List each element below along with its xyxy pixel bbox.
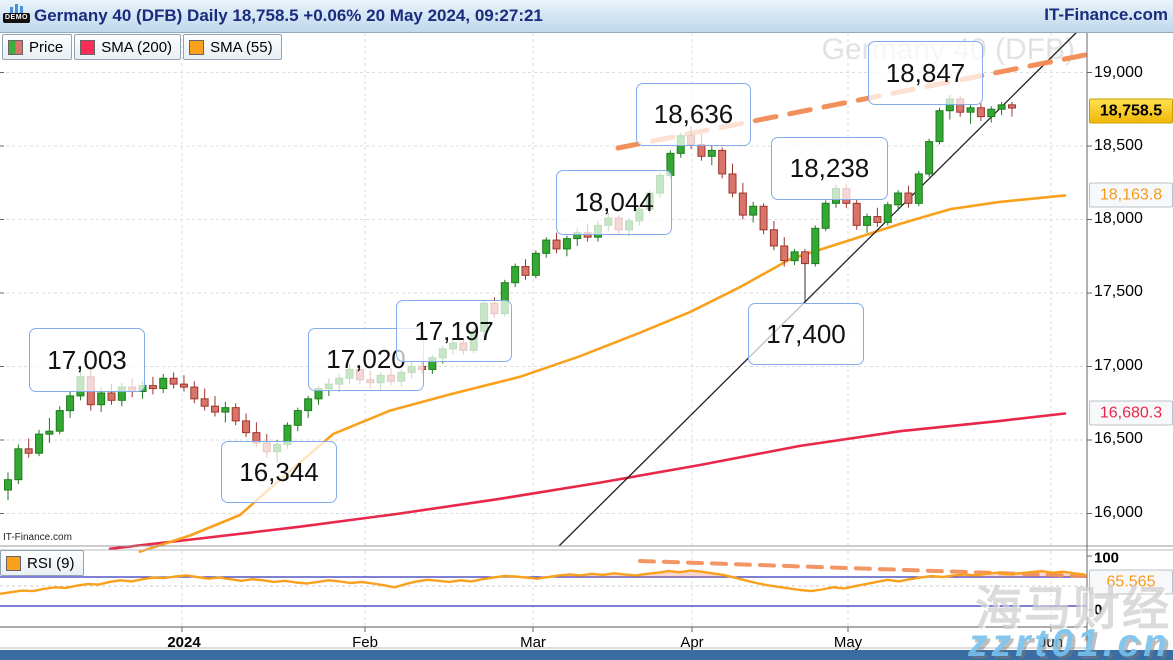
price-annotation[interactable]: 18,847: [868, 41, 983, 105]
indicator-value-tag: 16,680.3: [1089, 400, 1173, 426]
price-annotation[interactable]: 17,400: [748, 303, 864, 365]
bottom-bar: [0, 650, 1173, 660]
x-axis-label-2024: 2024: [167, 634, 201, 651]
last-price-tag: 18,758.5: [1089, 98, 1173, 124]
price-swatch-icon: [8, 39, 23, 55]
x-axis-label-feb: Feb: [352, 634, 378, 651]
rsi-axis-top-label: 100: [1094, 549, 1120, 567]
sma200-swatch-icon: [80, 39, 96, 55]
x-axis-label-apr: Apr: [680, 634, 704, 651]
price-annotation[interactable]: 17,003: [29, 328, 145, 392]
title-bar: DEMO Germany 40 (DFB) Daily 18,758.5 +0.…: [0, 0, 1173, 33]
y-axis-label: 19,000: [1094, 64, 1143, 81]
y-axis-label: 17,500: [1094, 283, 1143, 300]
indicator-value-tag: 65.565: [1089, 569, 1173, 595]
source-label: IT-Finance.com: [3, 532, 72, 543]
y-axis-label: 18,000: [1094, 210, 1143, 227]
sma55-swatch-icon: [189, 39, 205, 55]
price-annotation[interactable]: 17,197: [396, 300, 512, 362]
x-axis-label-mar: Mar: [520, 634, 546, 651]
price-annotation[interactable]: 16,344: [221, 441, 337, 503]
x-axis-label-jun: Jun: [1038, 634, 1064, 651]
legend-sma55-label: SMA (55): [210, 38, 273, 56]
legend-rsi-button[interactable]: RSI (9): [0, 550, 84, 576]
rsi-legend: RSI (9): [0, 550, 84, 576]
legend-rsi-label: RSI (9): [27, 554, 75, 572]
site-watermark: zzrt01.cn: [968, 622, 1171, 660]
y-axis-label: 16,000: [1094, 504, 1143, 521]
price-legend: Price SMA (200) SMA (55): [2, 34, 282, 60]
price-annotation[interactable]: 18,238: [771, 137, 888, 200]
y-axis-label: 16,500: [1094, 430, 1143, 447]
rsi-swatch-icon: [6, 555, 21, 571]
chart-title: Germany 40 (DFB) Daily 18,758.5 +0.06% 2…: [34, 6, 543, 25]
legend-sma200-button[interactable]: SMA (200): [74, 34, 182, 60]
legend-price-label: Price: [29, 38, 64, 56]
y-axis-label: 17,000: [1094, 357, 1143, 374]
rsi-axis-bottom-label: 0: [1094, 601, 1103, 619]
mini-candles-icon: [10, 4, 23, 13]
x-axis-label-may: May: [833, 634, 863, 651]
legend-price-button[interactable]: Price: [2, 34, 73, 60]
cn-watermark: 海马财经: [975, 582, 1171, 635]
legend-sma200-label: SMA (200): [101, 38, 173, 56]
legend-sma55-button[interactable]: SMA (55): [183, 34, 282, 60]
demo-badge: DEMO: [3, 4, 30, 29]
brand-link[interactable]: IT-Finance.com: [1044, 5, 1168, 24]
price-annotation[interactable]: 18,636: [636, 83, 751, 146]
demo-label: DEMO: [3, 13, 30, 23]
price-annotation[interactable]: 18,044: [556, 170, 672, 235]
indicator-value-tag: 18,163.8: [1089, 182, 1173, 208]
y-axis-label: 18,500: [1094, 137, 1143, 154]
